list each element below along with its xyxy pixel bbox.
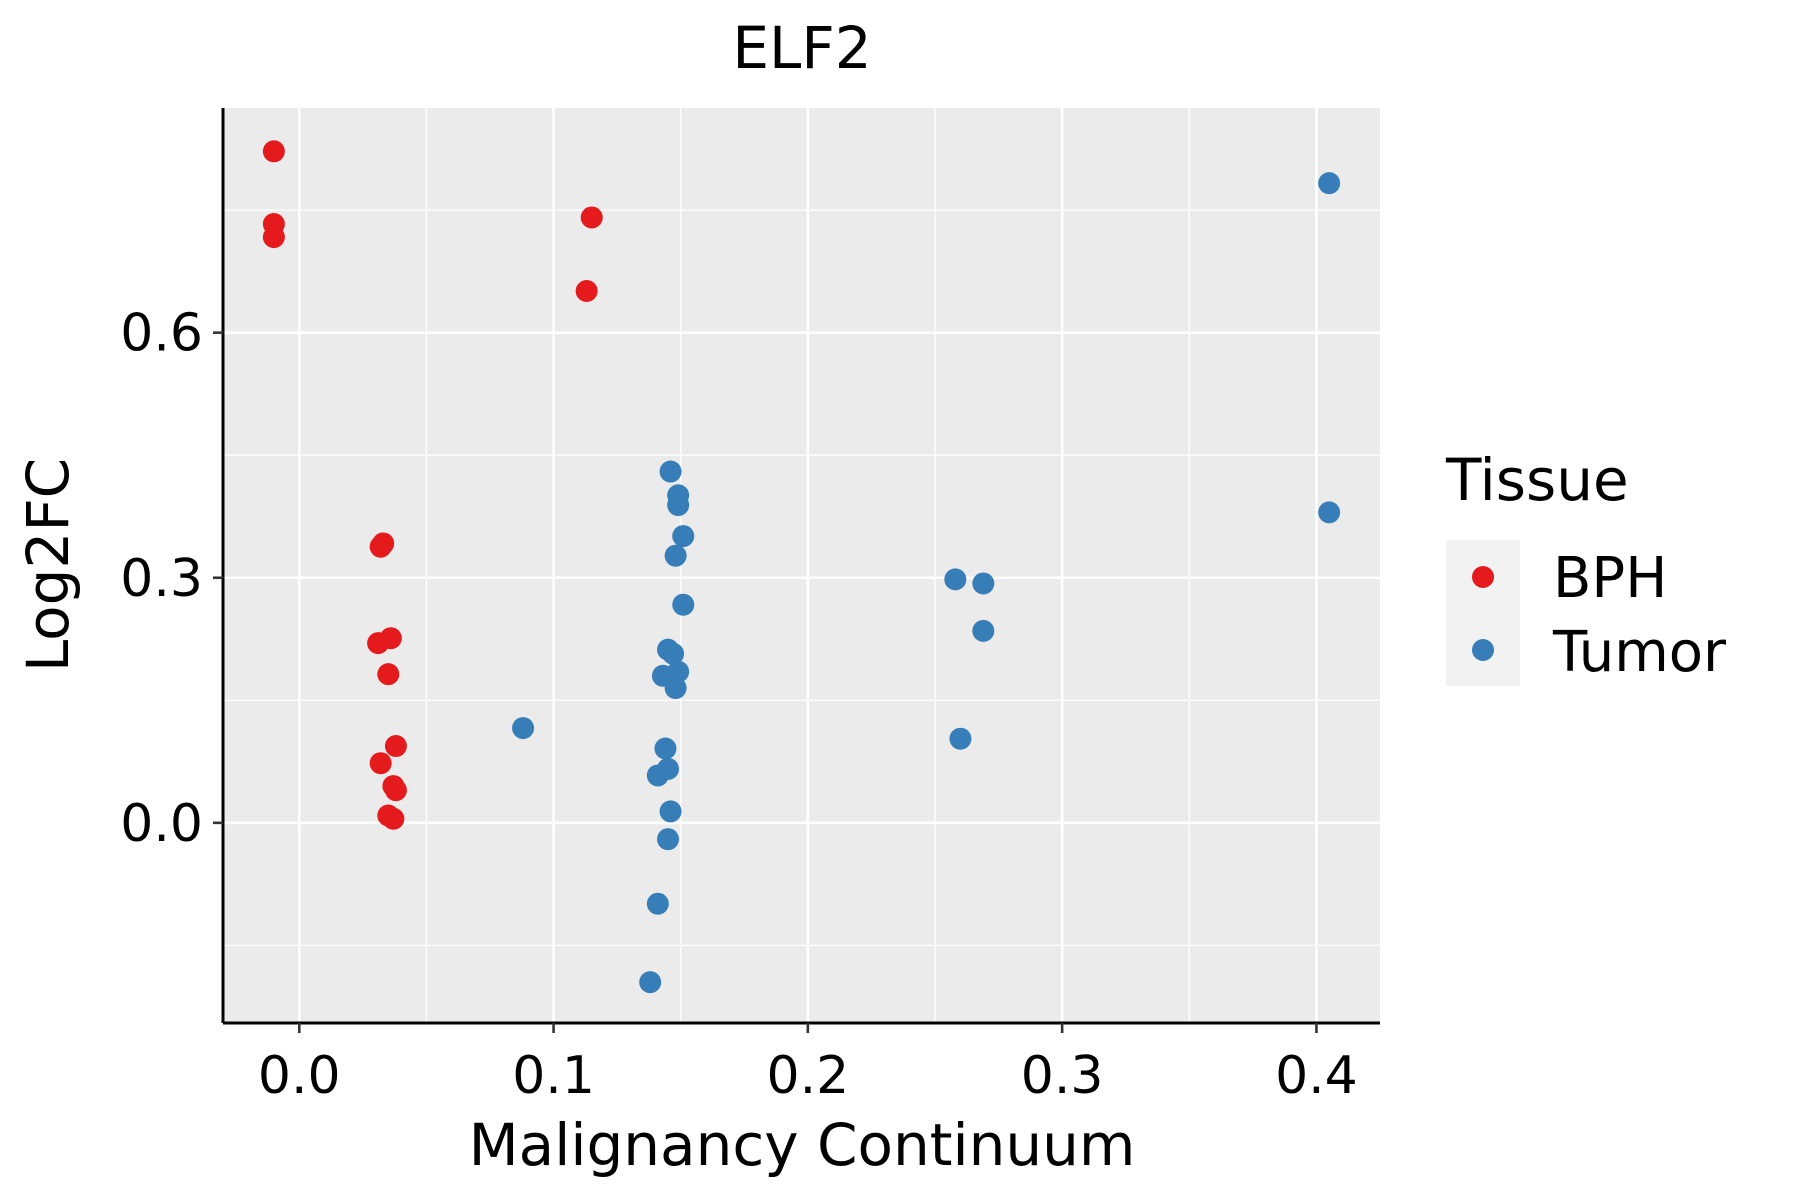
point-tumor-7	[664, 544, 687, 567]
point-tumor-23	[972, 619, 995, 642]
point-bph-6	[369, 535, 392, 558]
legend-key-bph	[1472, 566, 1494, 588]
y-tick-label-1: 0.3	[120, 549, 203, 609]
point-bph-11	[369, 752, 392, 775]
point-tumor-13	[664, 677, 687, 700]
point-tumor-6	[672, 525, 695, 548]
x-tick-label-4: 0.4	[1275, 1046, 1358, 1106]
legend: Tissue BPH Tumor	[1445, 446, 1727, 686]
point-tumor-21	[944, 568, 967, 591]
point-tumor-20	[639, 971, 662, 994]
point-tumor-1	[1318, 501, 1341, 524]
point-tumor-18	[657, 828, 679, 851]
legend-label-bph: BPH	[1553, 546, 1667, 611]
point-bph-15	[382, 807, 405, 830]
point-tumor-17	[659, 800, 682, 823]
point-tumor-19	[646, 892, 669, 915]
point-tumor-0	[1318, 172, 1341, 195]
point-tumor-5	[667, 494, 690, 517]
y-axis-ticks: 0.0 0.3 0.6	[120, 304, 223, 854]
point-tumor-2	[512, 717, 535, 740]
point-tumor-22	[972, 572, 995, 595]
legend-key-background	[1446, 540, 1520, 686]
point-bph-4	[575, 280, 598, 302]
point-bph-13	[384, 779, 407, 802]
plot-panel	[223, 108, 1380, 1023]
data-points	[262, 140, 1341, 994]
point-bph-3	[580, 206, 603, 229]
point-bph-2	[262, 226, 285, 249]
point-tumor-10	[662, 642, 685, 665]
x-tick-label-2: 0.2	[767, 1046, 850, 1106]
x-axis-title: Malignancy Continuum	[469, 1111, 1136, 1179]
point-tumor-16	[646, 764, 669, 787]
x-tick-label-0: 0.0	[258, 1046, 341, 1106]
point-tumor-8	[672, 593, 695, 616]
legend-label-tumor: Tumor	[1552, 620, 1727, 685]
legend-key-tumor	[1472, 639, 1494, 661]
grid-minor	[223, 108, 1380, 1023]
y-tick-label-2: 0.6	[120, 304, 203, 364]
y-axis-title: Log2FC	[14, 458, 82, 672]
x-axis-ticks: 0.0 0.1 0.2 0.3 0.4	[258, 1023, 1358, 1106]
legend-title: Tissue	[1445, 446, 1629, 514]
chart-title: ELF2	[732, 14, 871, 82]
y-tick-label-0: 0.0	[120, 794, 203, 854]
point-tumor-24	[949, 727, 972, 750]
x-tick-label-1: 0.1	[512, 1046, 595, 1106]
point-bph-0	[262, 140, 285, 163]
point-bph-8	[379, 627, 402, 650]
point-tumor-3	[659, 460, 682, 483]
x-tick-label-3: 0.3	[1021, 1046, 1104, 1106]
point-bph-9	[377, 663, 400, 686]
grid-major	[223, 108, 1380, 1023]
point-tumor-14	[654, 737, 677, 760]
point-bph-10	[384, 735, 407, 758]
